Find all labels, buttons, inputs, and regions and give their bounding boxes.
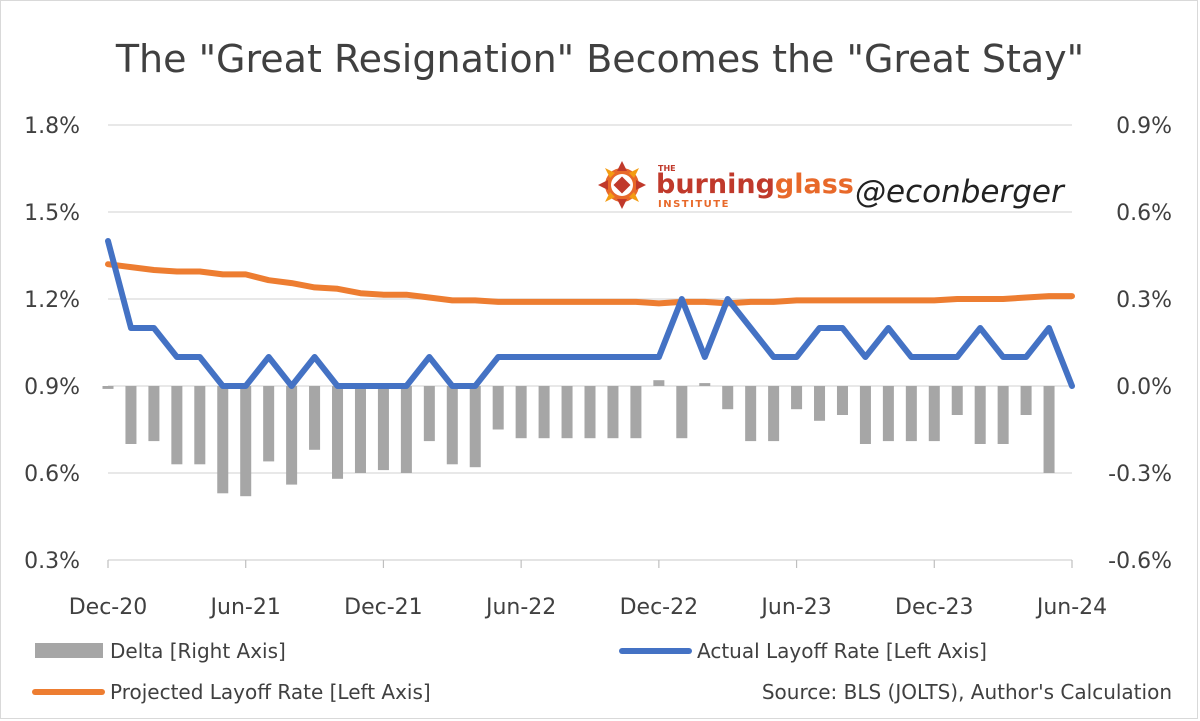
delta-bar: [194, 386, 206, 465]
right-tick-label: 0.3%: [1116, 288, 1172, 313]
delta-bar: [905, 386, 917, 442]
delta-bar: [469, 386, 481, 468]
legend-label-delta: Delta [Right Axis]: [110, 639, 286, 663]
delta-bar: [400, 386, 412, 473]
delta-bar: [446, 386, 458, 465]
right-tick-label: -0.3%: [1108, 462, 1172, 487]
delta-bar: [309, 386, 321, 450]
x-tick-label: Dec-23: [895, 595, 974, 620]
legend-label-actual: Actual Layoff Rate [Left Axis]: [697, 639, 987, 663]
x-tick-label: Jun-21: [209, 595, 281, 620]
x-tick-label: Jun-24: [1035, 595, 1107, 620]
delta-bar: [377, 386, 389, 471]
left-tick-label: 1.5%: [24, 201, 80, 226]
right-tick-label: 0.9%: [1116, 114, 1172, 139]
delta-bar: [768, 386, 780, 442]
delta-bar: [538, 386, 550, 439]
left-tick-label: 0.6%: [24, 462, 80, 487]
right-tick-label: 0.6%: [1116, 201, 1172, 226]
logo-sub-text: INSTITUTE: [658, 199, 730, 210]
delta-bar: [676, 386, 688, 439]
delta-bar: [240, 386, 252, 497]
x-axis: Dec-20 Jun-21 Dec-21 Jun-22 Dec-22 Jun-23 Dec-…: [69, 559, 1107, 620]
delta-bar: [354, 386, 366, 473]
x-tick-label: Dec-20: [69, 595, 148, 620]
left-axis: 0.3% 0.6% 0.9% 1.2% 1.5% 1.8%: [24, 114, 80, 574]
delta-bar: [423, 386, 435, 442]
delta-bar: [814, 386, 826, 421]
delta-bar: [1020, 386, 1032, 415]
x-tick-label: Jun-22: [484, 595, 556, 620]
right-tick-label: 0.0%: [1116, 375, 1172, 400]
delta-bar: [217, 386, 229, 494]
delta-bar: [699, 383, 711, 386]
delta-bar: [492, 386, 504, 430]
delta-bar: [974, 386, 986, 444]
logo-main-2: glass: [775, 169, 854, 200]
delta-bar: [148, 386, 160, 442]
delta-bar: [882, 386, 894, 442]
logo-small-text: THE: [658, 164, 676, 173]
delta-bar: [836, 386, 848, 415]
delta-bar: [951, 386, 963, 415]
left-tick-label: 0.3%: [24, 549, 80, 574]
delta-bar: [584, 386, 596, 439]
burning-glass-logo: THE burningglass INSTITUTE: [598, 161, 854, 210]
legend-label-projected: Projected Layoff Rate [Left Axis]: [110, 680, 431, 704]
x-tick-label: Dec-21: [344, 595, 423, 620]
delta-bar: [928, 386, 940, 442]
logo-main-1: burning: [656, 169, 775, 200]
delta-bar: [263, 386, 275, 462]
delta-bar: [722, 386, 734, 410]
delta-bar: [653, 380, 665, 386]
left-tick-label: 1.2%: [24, 288, 80, 313]
delta-bar: [332, 386, 344, 479]
delta-bar: [630, 386, 642, 439]
legend: Delta [Right Axis] Actual Layoff Rate [L…: [32, 639, 987, 704]
delta-bar: [607, 386, 619, 439]
delta-bar: [1043, 386, 1055, 473]
logo-main-text: burningglass: [656, 169, 854, 200]
delta-bar: [745, 386, 757, 442]
actual-layoff-line: [105, 238, 1075, 389]
delta-bar: [859, 386, 871, 444]
delta-bar: [515, 386, 527, 439]
left-tick-label: 0.9%: [24, 375, 80, 400]
x-tick-label: Jun-23: [759, 595, 831, 620]
series-lines: [105, 238, 1075, 389]
legend-bar-swatch: [35, 643, 103, 658]
chart-title: The "Great Resignation" Becomes the "Gre…: [115, 37, 1084, 81]
delta-bar: [125, 386, 137, 444]
delta-bar: [102, 386, 114, 389]
delta-bar: [561, 386, 573, 439]
left-tick-label: 1.8%: [24, 114, 80, 139]
sun-logo-icon: [598, 161, 646, 209]
watermark-handle: @econberger: [855, 174, 1066, 210]
right-axis: -0.6% -0.3% 0.0% 0.3% 0.6% 0.9%: [1108, 114, 1172, 574]
x-tick-label: Dec-22: [620, 595, 699, 620]
delta-bar: [997, 386, 1009, 444]
source-note: Source: BLS (JOLTS), Author's Calculatio…: [762, 680, 1172, 704]
delta-bar: [286, 386, 298, 485]
right-tick-label: -0.6%: [1108, 549, 1172, 574]
delta-bar: [171, 386, 183, 465]
delta-bars: [102, 380, 1055, 497]
projected-layoff-line: [105, 261, 1075, 307]
delta-bar: [791, 386, 803, 410]
